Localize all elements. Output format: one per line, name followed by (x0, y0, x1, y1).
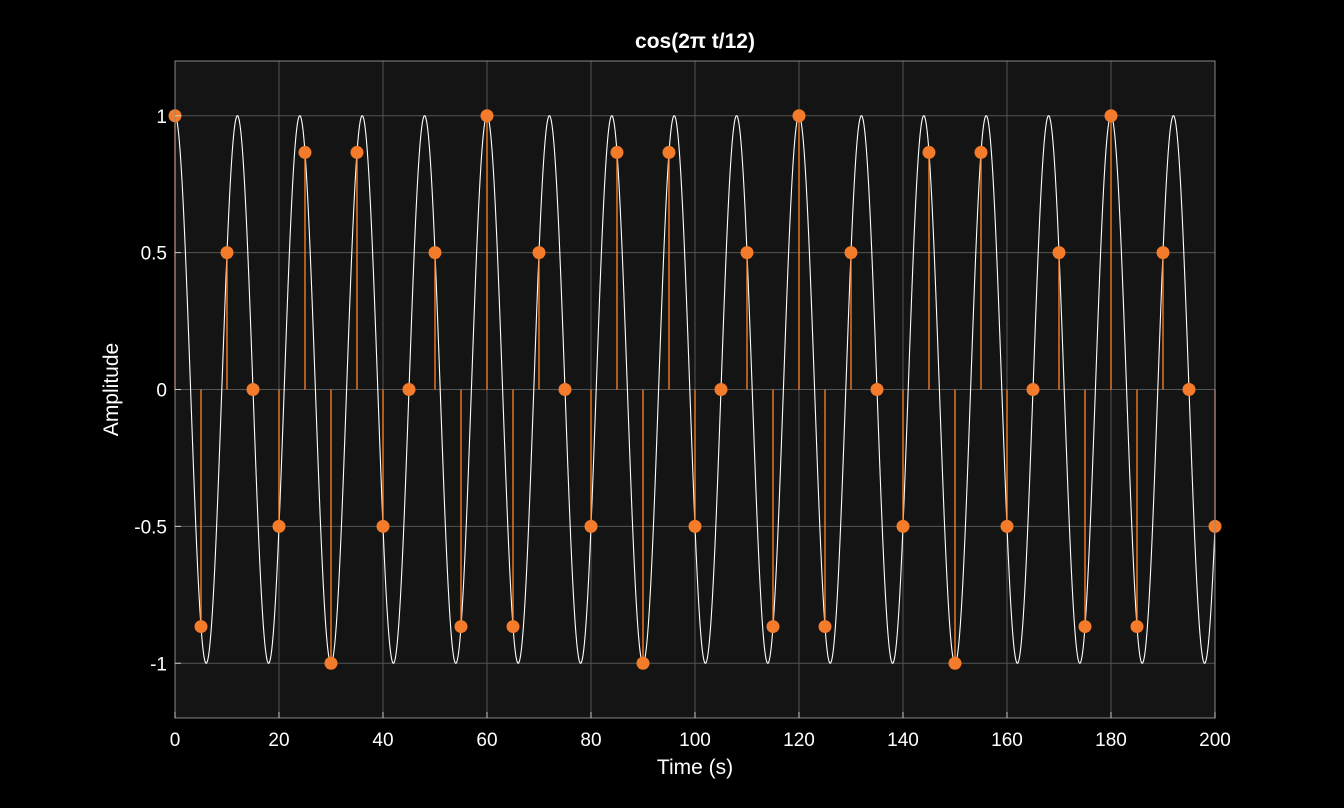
stem-marker (246, 383, 260, 396)
stem-marker (480, 109, 494, 123)
stem-marker (662, 145, 676, 159)
stem-marker (844, 246, 858, 260)
stem-marker (740, 246, 754, 260)
stem-marker (454, 620, 468, 634)
stem-marker (376, 519, 390, 533)
x-axis-label: Time (s) (657, 756, 733, 779)
stem-marker (1130, 620, 1144, 634)
stem-marker (1052, 246, 1066, 260)
stem-marker (1104, 109, 1118, 123)
stem-marker (428, 246, 442, 260)
stem-marker (948, 656, 962, 670)
x-tick-label: 40 (372, 730, 393, 751)
stem-marker (532, 246, 546, 260)
y-tick-label: 0 (156, 381, 167, 402)
stem-marker (350, 145, 364, 159)
stem-marker (766, 620, 780, 634)
stem-marker (220, 246, 234, 260)
tick-labels: 0 20 40 60 80 100 120 140 160 180 200 1 0.5 0 -0.5 -1 (134, 107, 1231, 751)
stem-marker (818, 620, 832, 634)
stem-marker (1026, 383, 1040, 396)
x-tick-label: 60 (476, 730, 497, 751)
x-tick-label: 20 (268, 730, 289, 751)
stem-marker (792, 109, 806, 123)
stem-marker (298, 145, 312, 159)
x-tick-label: 180 (1095, 730, 1127, 751)
stem-marker (1156, 246, 1170, 260)
stem-marker (636, 656, 650, 670)
stem-marker (194, 620, 208, 634)
x-tick-label: 200 (1199, 730, 1231, 751)
stem-marker (1078, 620, 1092, 634)
x-tick-label: 120 (783, 730, 815, 751)
y-tick-label: -0.5 (134, 517, 167, 538)
stem-marker (870, 383, 884, 396)
stem-marker (558, 383, 572, 396)
stem-marker (922, 145, 936, 159)
stem-marker (688, 519, 702, 533)
x-tick-label: 0 (170, 730, 181, 751)
y-tick-label: -1 (150, 654, 167, 675)
stem-marker (402, 383, 416, 396)
y-tick-label: 1 (156, 107, 167, 128)
x-tick-label: 140 (887, 730, 919, 751)
stem-marker (272, 519, 286, 533)
stem-marker (1182, 383, 1196, 396)
x-tick-label: 100 (679, 730, 711, 751)
stem-marker (506, 620, 520, 634)
stem-marker (610, 145, 624, 159)
stem-marker (584, 519, 598, 533)
stem-marker (714, 383, 728, 396)
x-tick-label: 160 (991, 730, 1023, 751)
stem-marker (974, 145, 988, 159)
y-axis-label: Amplitude (100, 343, 123, 436)
stem-layer (168, 109, 1222, 670)
stem-marker (1000, 519, 1014, 533)
x-tick-label: 80 (580, 730, 601, 751)
chart-title: cos(2π t/12) (635, 30, 755, 53)
y-tick-label: 0.5 (141, 244, 167, 265)
stem-marker (324, 656, 338, 670)
stem-marker (896, 519, 910, 533)
